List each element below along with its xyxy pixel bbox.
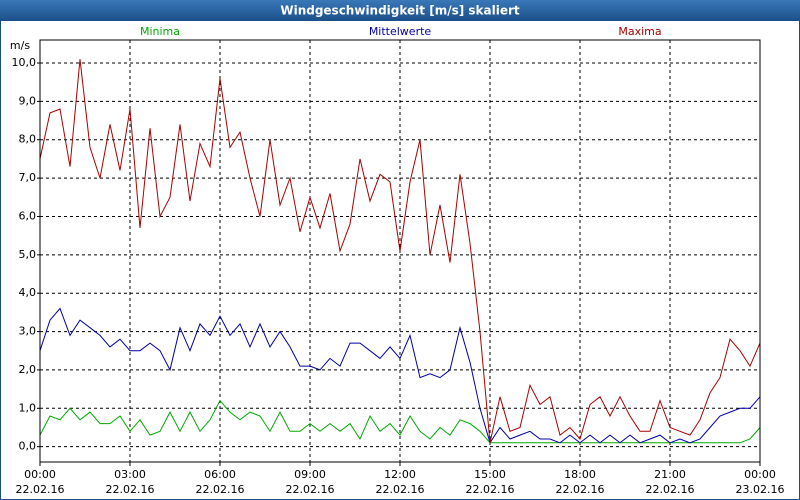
title-bar [0,0,800,21]
x-tick-date: 22.02.16 [16,483,65,496]
x-tick-label: 00:00 [744,468,776,481]
y-tick-label: 0,0 [19,440,37,453]
x-tick-label: 03:00 [114,468,146,481]
x-tick-date: 22.02.16 [466,483,515,496]
y-tick-label: 8,0 [19,133,37,146]
y-tick-label: 9,0 [19,94,37,107]
x-tick-date: 22.02.16 [286,483,335,496]
legend-label: Maxima [618,25,661,38]
x-tick-date: 23.02.16 [736,483,785,496]
chart-title: Windgeschwindigkeit [m/s] skaliert [280,4,520,18]
y-axis-label: m/s [10,39,30,52]
x-tick-label: 12:00 [384,468,416,481]
y-tick-label: 4,0 [19,286,37,299]
y-tick-label: 5,0 [19,248,37,261]
x-tick-label: 15:00 [474,468,506,481]
y-tick-label: 6,0 [19,209,37,222]
y-tick-label: 10,0 [12,56,37,69]
x-tick-date: 22.02.16 [556,483,605,496]
x-tick-date: 22.02.16 [196,483,245,496]
y-tick-label: 1,0 [19,401,37,414]
x-tick-date: 22.02.16 [376,483,425,496]
x-tick-date: 22.02.16 [646,483,695,496]
x-tick-label: 09:00 [294,468,326,481]
x-tick-label: 00:00 [24,468,56,481]
x-tick-label: 21:00 [654,468,686,481]
legend-label: Mittelwerte [369,25,432,38]
x-tick-label: 18:00 [564,468,596,481]
series-line [39,307,761,444]
series-line [39,59,761,443]
y-tick-label: 3,0 [19,325,37,338]
y-tick-label: 2,0 [19,363,37,376]
plot-border [39,39,761,463]
y-tick-label: 7,0 [19,171,37,184]
x-tick-date: 22.02.16 [106,483,155,496]
x-tick-label: 06:00 [204,468,236,481]
legend-label: Minima [140,25,180,38]
